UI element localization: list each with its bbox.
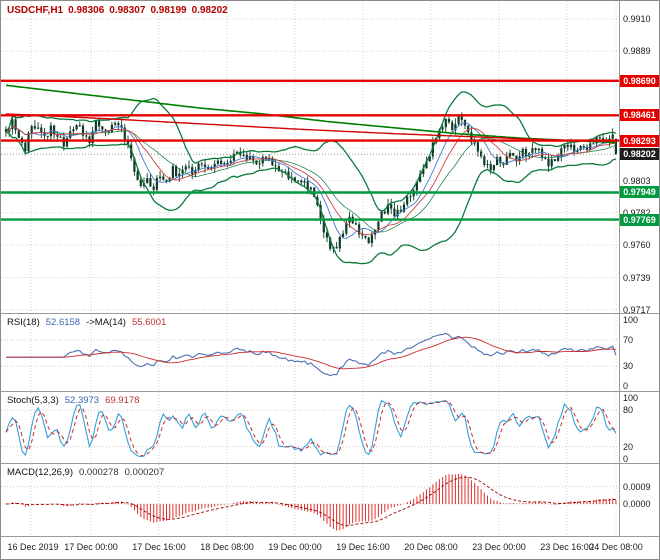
indicator-axis-label: 70 — [623, 334, 634, 345]
rsi-panel[interactable]: RSI(18) 52.6158 ->MA(14) 55.6001 100 70 30 0 — [1, 313, 659, 391]
price-axis-label: 0.9760 — [623, 240, 651, 251]
indicator-axis-label: 0.0009 — [623, 481, 651, 492]
price-chart-panel[interactable]: USDCHF,H1 0.98306 0.98307 0.98199 0.98202 0.… — [1, 1, 659, 315]
ohlc-low: 0.98199 — [150, 5, 187, 16]
time-axis-label: 17 Dec 16:00 — [132, 542, 186, 552]
rsi-ma-name: ->MA(14) — [86, 317, 126, 328]
price-level-badge: 0.98461 — [620, 109, 659, 122]
rsi-canvas[interactable] — [1, 314, 619, 391]
price-chart-canvas[interactable] — [1, 1, 619, 313]
ohlc-high: 0.98307 — [109, 5, 146, 16]
price-axis-label: 0.9889 — [623, 46, 651, 57]
stoch-value: 52.3973 — [64, 395, 100, 406]
time-axis-label: 18 Dec 08:00 — [200, 542, 254, 552]
rsi-value: 52.6158 — [45, 317, 81, 328]
stoch-signal-value: 69.9178 — [105, 395, 140, 406]
indicator-axis-label: 100 — [623, 393, 639, 403]
overlay-lines-layer — [5, 84, 617, 265]
macd-panel[interactable]: MACD(12,26,9) 0.000278 0.000207 0.0009 0.00… — [1, 463, 659, 536]
macd-value: 0.000278 — [79, 467, 119, 478]
stochastic-canvas[interactable] — [1, 392, 619, 463]
indicator-axis-label: 80 — [623, 405, 634, 416]
time-axis-label: 17 Dec 00:00 — [64, 542, 118, 552]
time-axis[interactable]: 16 Dec 2019 17 Dec 00:00 17 Dec 16:00 18 De… — [1, 536, 659, 559]
stoch-signal-line — [5, 400, 617, 457]
price-axis-label: 0.9739 — [623, 272, 651, 283]
chart-title: USDCHF,H1 0.98306 0.98307 0.98199 0.98202 — [7, 5, 233, 16]
time-axis-label: 23 Dec 00:00 — [472, 542, 526, 552]
macd-axis: 0.0009 0.0000 — [619, 464, 659, 536]
macd-histogram — [8, 474, 617, 531]
price-axis-label: 0.9910 — [623, 13, 651, 24]
symbol-timeframe-label: USDCHF,H1 — [7, 5, 64, 16]
rsi-ma-line — [6, 336, 616, 370]
price-axis-label: 0.9782 — [623, 208, 651, 218]
indicator-axis-label: 30 — [623, 361, 634, 372]
time-axis-label: 19 Dec 00:00 — [268, 542, 322, 552]
indicator-axis-label: 20 — [623, 441, 634, 452]
rsi-ma-value: 55.6001 — [131, 317, 167, 328]
ohlc-close: 0.98202 — [191, 5, 228, 16]
time-axis-label: 23 Dec 16:00 — [540, 542, 594, 552]
indicator-axis-label: 0.0000 — [623, 499, 651, 509]
price-level-badge: 0.98293 — [620, 134, 659, 147]
indicator-axis-label: 0 — [623, 381, 629, 391]
time-axis-label: 20 Dec 08:00 — [404, 542, 458, 552]
macd-name: MACD(12,26,9) — [7, 467, 73, 478]
stoch-main-line — [5, 399, 617, 458]
time-axis-label: 16 Dec 2019 — [7, 542, 59, 552]
macd-signal-line — [5, 476, 616, 526]
stochastic-axis: 100 80 20 0 — [619, 392, 659, 464]
price-level-badge: 0.98690 — [620, 74, 659, 87]
macd-canvas[interactable] — [1, 464, 619, 536]
levels-layer[interactable] — [1, 79, 619, 221]
time-axis-label: 24 Dec 08:00 — [589, 542, 643, 552]
stochastic-header: Stoch(5,3,3) 52.3973 69.9178 — [7, 395, 145, 406]
macd-signal-value: 0.000207 — [124, 467, 165, 478]
price-level-badge: 0.97949 — [620, 186, 659, 199]
macd-header: MACD(12,26,9) 0.000278 0.000207 — [7, 467, 170, 478]
price-level-badge: 0.98202 — [620, 148, 659, 161]
rsi-axis: 100 70 30 0 — [619, 314, 659, 391]
rsi-name: RSI(18) — [7, 317, 40, 328]
rsi-header: RSI(18) 52.6158 ->MA(14) 55.6001 — [7, 317, 172, 328]
ohlc-open: 0.98306 — [68, 5, 105, 16]
price-axis-label: 0.9717 — [623, 304, 651, 315]
time-axis-label: 19 Dec 16:00 — [336, 542, 390, 552]
stochastic-panel[interactable]: Stoch(5,3,3) 52.3973 69.9178 100 80 20 0 — [1, 391, 659, 464]
price-axis-label: 0.9803 — [623, 175, 651, 186]
price-axis[interactable]: 0.9910 0.9889 0.9803 0.9782 0.9760 0.9739 0.97… — [619, 1, 659, 315]
price-level-badge: 0.97769 — [620, 213, 659, 226]
indicator-axis-label: 100 — [623, 315, 639, 325]
stoch-name: Stoch(5,3,3) — [7, 395, 59, 406]
indicator-axis-label: 0 — [623, 454, 629, 464]
